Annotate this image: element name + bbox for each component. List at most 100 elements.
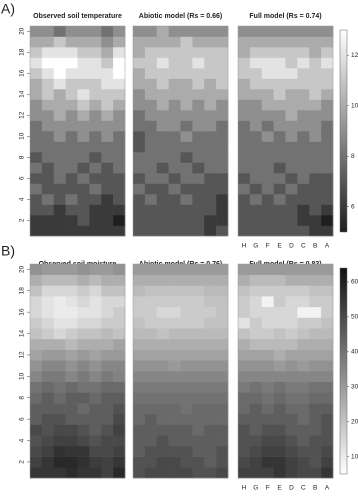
heat-cell xyxy=(53,445,66,457)
heat-cell xyxy=(144,403,158,415)
y-tick-label: 14 xyxy=(19,330,26,338)
heat-cell xyxy=(309,162,322,174)
heat-cell xyxy=(156,68,169,79)
heat-cell xyxy=(321,445,334,457)
heat-cell xyxy=(77,131,90,142)
heat-cell xyxy=(192,152,205,163)
heat-cell xyxy=(285,413,298,425)
heat-cell xyxy=(77,403,90,415)
heat-cell xyxy=(156,215,169,226)
heat-cell xyxy=(180,445,193,457)
heat-cell xyxy=(156,349,169,361)
heat-cell xyxy=(77,285,90,297)
heat-cell xyxy=(238,445,251,457)
heat-cell xyxy=(216,57,229,69)
heat-cell xyxy=(89,183,102,195)
heat-cell xyxy=(89,317,102,329)
heat-cell xyxy=(133,456,146,468)
heat-cell xyxy=(101,47,114,58)
heat-cell xyxy=(285,152,298,163)
heat-cell xyxy=(261,403,274,415)
heat-cell xyxy=(77,68,90,79)
heat-cell xyxy=(321,225,334,237)
heat-cell xyxy=(261,204,274,216)
heat-cell xyxy=(192,183,205,195)
heat-cell xyxy=(65,424,78,436)
heat-cell xyxy=(261,264,274,275)
heat-cell xyxy=(65,57,78,69)
heat-cell xyxy=(89,36,102,48)
heat-cell xyxy=(321,264,334,275)
heat-cell xyxy=(65,194,78,205)
heat-cell xyxy=(204,204,217,216)
heat-cell xyxy=(321,99,334,111)
heat-cell xyxy=(77,424,90,436)
heat-cell xyxy=(168,349,181,361)
heat-cell xyxy=(41,183,55,195)
x-tick-label: C xyxy=(301,485,306,492)
heat-cell xyxy=(53,349,66,361)
map-title: Abiotic model (Rs = 0.66) xyxy=(139,13,222,20)
heat-cell xyxy=(113,306,126,318)
heat-cell xyxy=(53,194,66,205)
heat-cell xyxy=(89,131,102,142)
heat-cell xyxy=(53,317,66,329)
heat-cell xyxy=(53,435,66,447)
heat-cell xyxy=(101,445,114,457)
heat-cell xyxy=(180,204,193,216)
heat-cell xyxy=(204,173,217,184)
heat-cell xyxy=(273,110,286,121)
heat-cell xyxy=(216,392,229,404)
heat-cell xyxy=(297,89,310,100)
heat-cell xyxy=(168,131,181,142)
heat-cell xyxy=(273,306,286,318)
heat-cell xyxy=(77,338,90,350)
heat-cell xyxy=(261,141,274,153)
heat-cell xyxy=(216,467,229,479)
heat-cell xyxy=(156,110,169,121)
y-tick-label: 12 xyxy=(19,351,26,359)
heat-cell xyxy=(77,467,90,479)
heat-cell xyxy=(285,360,298,372)
heat-cell xyxy=(89,264,102,275)
heat-cell xyxy=(168,328,181,340)
heat-cell xyxy=(156,403,169,415)
heat-cell xyxy=(249,68,263,79)
heat-cell xyxy=(65,36,78,48)
heat-cell xyxy=(30,173,43,184)
heat-cell xyxy=(77,99,90,111)
colorbar-tick-label: 30 xyxy=(351,383,358,390)
heat-cell xyxy=(238,194,251,205)
heat-cell xyxy=(180,173,193,184)
heat-cell xyxy=(180,162,193,174)
heat-cell xyxy=(238,99,251,111)
heat-cell xyxy=(65,317,78,329)
heat-cell xyxy=(89,328,102,340)
heat-cell xyxy=(113,78,126,90)
heat-cell xyxy=(216,36,229,48)
heat-cell xyxy=(133,183,146,195)
heat-cell xyxy=(261,381,274,393)
heat-cell xyxy=(144,392,158,404)
heat-cell xyxy=(101,194,114,205)
heat-cell xyxy=(249,306,263,318)
heat-cell xyxy=(192,360,205,372)
heat-cell xyxy=(89,349,102,361)
heat-cell xyxy=(65,435,78,447)
heat-cell xyxy=(297,141,310,153)
heat-cell xyxy=(65,467,78,479)
heat-cell xyxy=(216,68,229,79)
heat-cell xyxy=(273,162,286,174)
heat-cell xyxy=(238,285,251,297)
heat-cell xyxy=(53,26,66,37)
map-title: Full model (Rs = 0.74) xyxy=(249,13,321,20)
heat-cell xyxy=(285,264,298,275)
heat-cell xyxy=(144,285,158,297)
heat-cell xyxy=(309,264,322,275)
heat-cell xyxy=(216,173,229,184)
heat-cell xyxy=(192,296,205,308)
colorbar-tick-label: 40 xyxy=(351,349,358,356)
heat-cell xyxy=(101,78,114,90)
heat-cell xyxy=(53,392,66,404)
heat-cell xyxy=(238,413,251,425)
